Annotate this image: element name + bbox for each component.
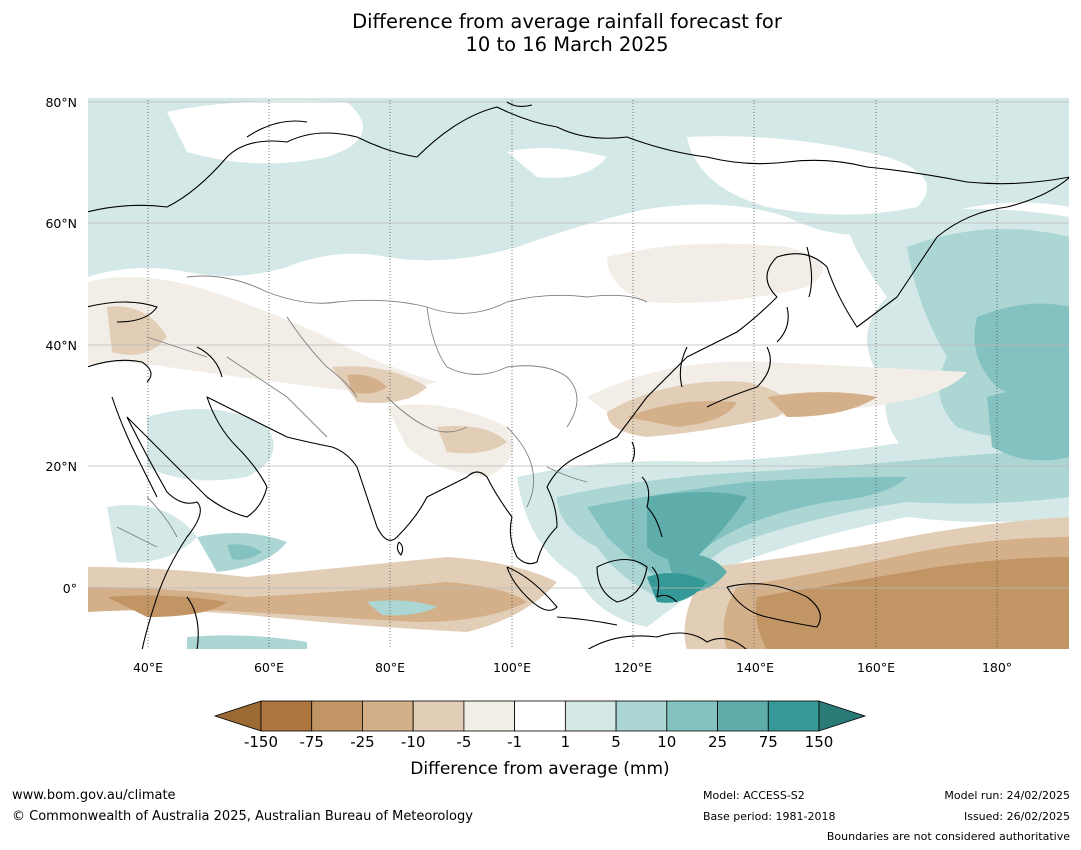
website-link[interactable]: www.bom.gov.au/climate: [12, 788, 176, 803]
lon-label-120e: 120°E: [613, 660, 653, 675]
colorbar-segment: [666, 700, 718, 732]
colorbar-label: Difference from average (mm): [410, 759, 670, 779]
model-text: Model: ACCESS-S2: [703, 789, 805, 802]
lon-label-80e: 80°E: [374, 660, 406, 675]
lon-label-140e: 140°E: [735, 660, 775, 675]
colorbar-tick-label: -1: [507, 733, 523, 751]
rainfall-anomaly-map: [87, 97, 1070, 650]
colorbar-segments: [213, 700, 867, 732]
colorbar-segment: [463, 700, 516, 732]
disclaimer-text: Boundaries are not considered authoritat…: [826, 830, 1070, 843]
colorbar-tick-label: -75: [299, 733, 324, 751]
copyright-text: © Commonwealth of Australia 2025, Austra…: [12, 809, 473, 824]
colorbar-tick-label: 10: [657, 733, 677, 751]
lon-label-60e: 60°E: [253, 660, 285, 675]
colorbar-segment: [564, 700, 617, 732]
colorbar-tick-label: 5: [611, 733, 621, 751]
colorbar-tick-label: 75: [758, 733, 778, 751]
colorbar-tick-label: -25: [350, 733, 375, 751]
colorbar-tick-label: 150: [804, 733, 834, 751]
colorbar-segment: [767, 700, 820, 732]
colorbar-tick-label: 1: [560, 733, 571, 751]
colorbar-segment: [362, 700, 414, 732]
colorbar-tick-label: 25: [707, 733, 728, 751]
colorbar-segment: [514, 700, 566, 732]
colorbar-segment: [412, 700, 465, 732]
issued-text: Issued: 26/02/2025: [963, 810, 1070, 823]
title-line-2: 10 to 16 March 2025: [465, 33, 669, 56]
lon-label-180: 180°: [981, 660, 1013, 675]
lat-label-80n: 80°N: [45, 95, 77, 110]
lat-label-40n: 40°N: [45, 338, 77, 353]
colorbar-tick-label: -150: [243, 733, 279, 751]
colorbar-segment: [260, 700, 313, 732]
colorbar-extend-high: [818, 700, 867, 732]
lon-label-100e: 100°E: [492, 660, 532, 675]
model-run-text: Model run: 24/02/2025: [944, 789, 1070, 802]
colorbar-segment: [311, 700, 363, 732]
lat-label-20n: 20°N: [45, 459, 77, 474]
lat-label-0: 0°: [62, 581, 77, 596]
colorbar-tick-label: -10: [400, 733, 426, 751]
colorbar-extend-low: [213, 700, 262, 732]
map-canvas: [87, 97, 1070, 650]
lon-label-40e: 40°E: [132, 660, 164, 675]
base-period-text: Base period: 1981-2018: [703, 810, 836, 823]
lon-label-160e: 160°E: [856, 660, 896, 675]
title-line-1: Difference from average rainfall forecas…: [352, 10, 782, 33]
colorbar-segment: [717, 700, 769, 732]
map-title: Difference from average rainfall forecas…: [0, 10, 1081, 56]
colorbar-segment: [615, 700, 668, 732]
colorbar-tick-label: -5: [456, 733, 472, 751]
lat-label-60n: 60°N: [45, 216, 77, 231]
